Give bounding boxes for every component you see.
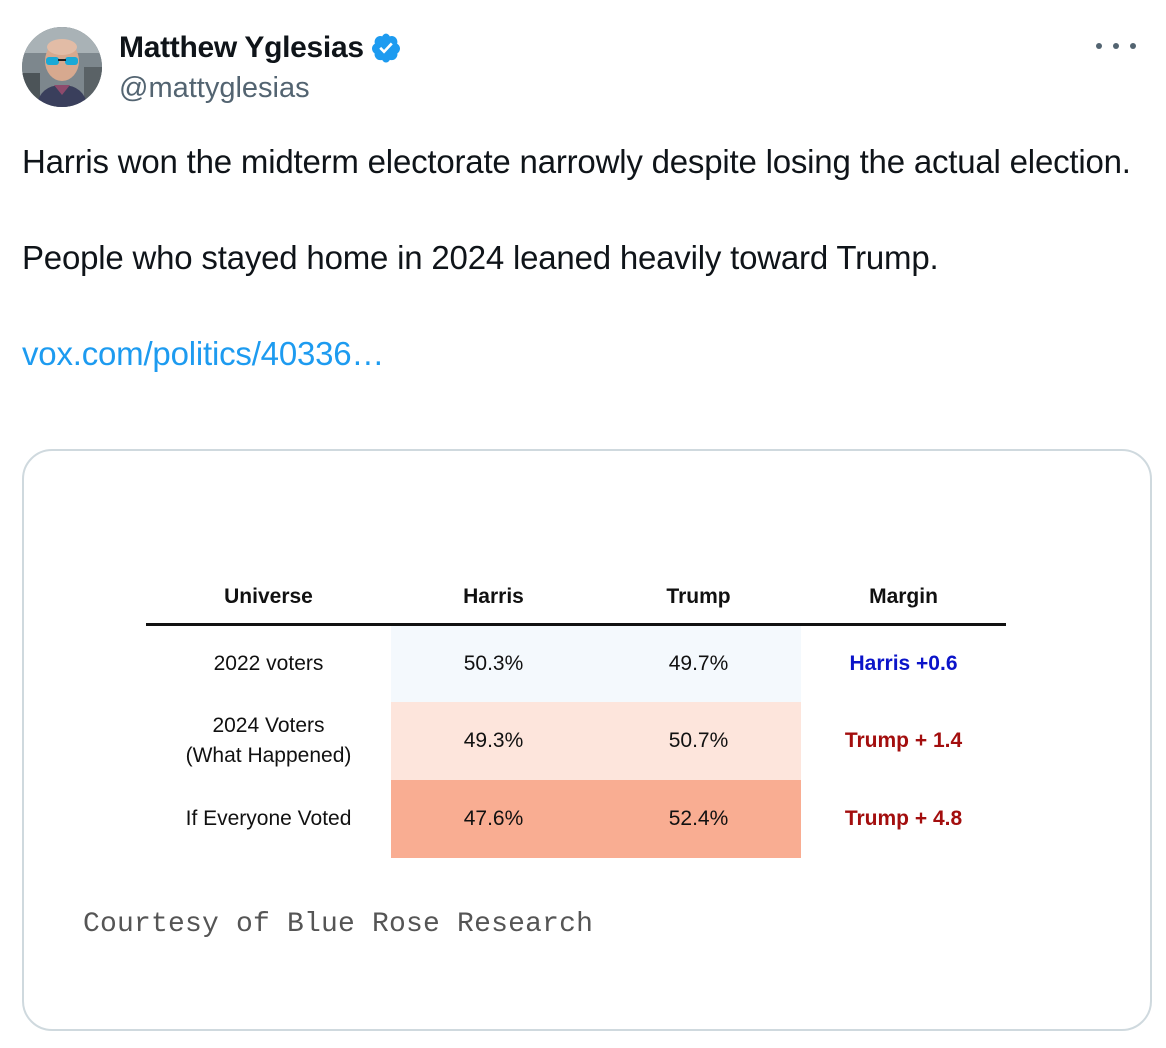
verified-badge-icon[interactable] bbox=[370, 32, 402, 64]
universe-cell-line2: (What Happened) bbox=[185, 744, 352, 767]
name-row: Matthew Yglesias bbox=[119, 30, 402, 66]
article-link[interactable]: vox.com/politics/40336… bbox=[22, 335, 385, 372]
universe-cell: If Everyone Voted bbox=[185, 807, 352, 830]
avatar[interactable] bbox=[22, 27, 102, 107]
header-universe: Universe bbox=[146, 571, 391, 626]
media-card[interactable]: Universe Harris Trump Margin 2022 voters… bbox=[22, 449, 1152, 1031]
trump-cell: 49.7% bbox=[596, 624, 801, 702]
table-row: 2022 voters 50.3% 49.7% Harris +0.6 bbox=[146, 624, 1006, 702]
results-table: Universe Harris Trump Margin 2022 voters… bbox=[146, 571, 1006, 858]
header-harris: Harris bbox=[391, 571, 596, 626]
tweet-text-line2: People who stayed home in 2024 leaned he… bbox=[22, 239, 939, 276]
margin-cell: Trump + 1.4 bbox=[844, 729, 963, 752]
harris-cell: 47.6% bbox=[391, 780, 596, 858]
tweet-text-line1: Harris won the midterm electorate narrow… bbox=[22, 143, 1131, 180]
universe-cell: 2024 Voters (What Happened) bbox=[146, 702, 391, 780]
trump-cell: 50.7% bbox=[596, 702, 801, 780]
margin-cell: Trump + 4.8 bbox=[844, 807, 963, 830]
universe-cell: 2022 voters bbox=[213, 652, 324, 675]
trump-cell: 52.4% bbox=[596, 780, 801, 858]
table-row: If Everyone Voted 47.6% 52.4% Trump + 4.… bbox=[146, 780, 1006, 858]
header-margin: Margin bbox=[801, 571, 1006, 626]
display-name[interactable]: Matthew Yglesias bbox=[119, 31, 364, 64]
author-block: Matthew Yglesias @mattyglesias bbox=[119, 30, 402, 105]
header-trump: Trump bbox=[596, 571, 801, 626]
harris-cell: 49.3% bbox=[391, 702, 596, 780]
table-row: 2024 Voters (What Happened) 49.3% 50.7% … bbox=[146, 702, 1006, 780]
harris-cell: 50.3% bbox=[391, 624, 596, 702]
tweet-text: Harris won the midterm electorate narrow… bbox=[22, 138, 1132, 378]
image-caption: Courtesy of Blue Rose Research bbox=[83, 909, 594, 940]
dot bbox=[1113, 43, 1119, 49]
more-options-icon[interactable] bbox=[1096, 36, 1136, 56]
dot bbox=[1096, 43, 1102, 49]
margin-cell: Harris +0.6 bbox=[849, 652, 958, 675]
universe-cell-line1: 2024 Voters bbox=[212, 714, 325, 737]
dot bbox=[1130, 43, 1136, 49]
avatar-photo-icon bbox=[22, 27, 102, 107]
handle[interactable]: @mattyglesias bbox=[119, 72, 310, 104]
